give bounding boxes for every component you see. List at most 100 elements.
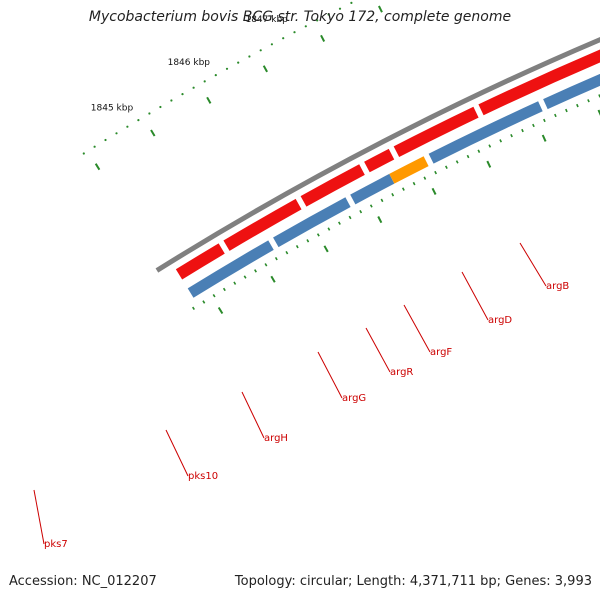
inner-tick bbox=[359, 210, 363, 214]
scale-dot bbox=[137, 119, 140, 122]
gene-label-pks7[interactable]: pks7 bbox=[44, 539, 68, 550]
gene-callout-argD bbox=[461, 271, 489, 321]
scale-dot bbox=[282, 37, 285, 40]
forward-gene-4[interactable] bbox=[364, 148, 395, 173]
inner-tick bbox=[391, 193, 395, 197]
inner-tick bbox=[316, 233, 320, 237]
inner-tick bbox=[254, 269, 257, 273]
inner-tick bbox=[327, 227, 331, 231]
inner-scale-tick bbox=[486, 160, 492, 168]
scale-tick bbox=[262, 65, 268, 73]
gene-label-argD[interactable]: argD bbox=[488, 315, 512, 326]
inner-tick bbox=[488, 144, 492, 148]
forward-gene-5[interactable] bbox=[393, 106, 479, 158]
gene-label-argB[interactable]: argB bbox=[546, 281, 569, 292]
inner-tick bbox=[401, 187, 405, 191]
inner-tick bbox=[576, 103, 579, 108]
gene-callout-argH bbox=[241, 391, 265, 439]
scale-dot bbox=[270, 43, 273, 46]
gene-label-pks10[interactable]: pks10 bbox=[188, 471, 218, 482]
forward-gene-6[interactable] bbox=[478, 49, 600, 116]
inner-scale-tick bbox=[541, 134, 547, 142]
gene-argR[interactable] bbox=[389, 156, 429, 184]
inner-tick bbox=[285, 251, 289, 255]
inner-tick bbox=[477, 149, 481, 153]
genome-title: Mycobacterium bovis BCG str. Tokyo 172, … bbox=[88, 9, 512, 25]
scale-dot bbox=[293, 31, 296, 34]
scale-label-1847-kbp: 1847 kbp bbox=[245, 15, 288, 25]
forward-gene-3[interactable] bbox=[300, 164, 365, 207]
scale-label-1846-kbp: 1846 kbp bbox=[168, 58, 211, 68]
scale-tick bbox=[206, 96, 212, 104]
inner-tick bbox=[274, 257, 278, 261]
inner-tick bbox=[543, 118, 546, 123]
gene-callout-argF bbox=[403, 304, 431, 353]
scale-dot bbox=[248, 55, 251, 58]
scale-dot bbox=[327, 13, 330, 16]
inner-tick bbox=[295, 245, 299, 249]
inner-tick bbox=[233, 281, 237, 285]
inner-tick bbox=[369, 204, 373, 208]
scale-dot bbox=[350, 1, 353, 4]
scale-tick bbox=[150, 129, 156, 137]
scale-dot bbox=[148, 112, 151, 115]
inner-tick bbox=[423, 176, 427, 180]
gene-callout-argB bbox=[519, 242, 547, 287]
inner-tick bbox=[264, 263, 268, 267]
inner-tick bbox=[434, 170, 438, 175]
inner-scale-tick bbox=[377, 216, 383, 224]
inner-tick bbox=[455, 160, 459, 164]
scale-dot bbox=[192, 86, 195, 89]
inner-tick bbox=[532, 123, 535, 128]
inner-tick bbox=[587, 99, 590, 103]
inner-tick bbox=[306, 239, 310, 243]
scale-dot bbox=[82, 152, 85, 155]
scale-dot bbox=[316, 19, 319, 22]
forward-gene-2[interactable] bbox=[223, 198, 302, 251]
gene-callout-argR bbox=[365, 327, 391, 373]
inner-tick bbox=[192, 306, 195, 311]
inner-tick bbox=[466, 154, 470, 159]
forward-gene-1[interactable] bbox=[175, 243, 225, 280]
gene-argG[interactable] bbox=[428, 101, 543, 164]
scale-dot bbox=[338, 7, 342, 10]
inner-tick bbox=[212, 293, 216, 298]
inner-tick bbox=[521, 128, 524, 133]
inner-scale-tick bbox=[217, 306, 224, 315]
scale-dot bbox=[225, 67, 229, 70]
inner-tick bbox=[510, 133, 513, 138]
gene-callout-argG bbox=[317, 351, 343, 399]
gene-label-argF[interactable]: argF bbox=[430, 347, 452, 358]
inner-tick bbox=[380, 198, 384, 203]
scale-dot bbox=[237, 61, 240, 64]
gene-argH[interactable] bbox=[543, 48, 600, 110]
scale-dot bbox=[126, 125, 129, 128]
scale-dot bbox=[170, 99, 173, 102]
inner-scale-tick bbox=[323, 245, 329, 253]
gene-label-argH[interactable]: argH bbox=[264, 433, 288, 444]
scale-label-1845-kbp: 1845 kbp bbox=[91, 103, 134, 113]
scale-dot bbox=[159, 105, 162, 109]
inner-scale-tick bbox=[431, 187, 437, 195]
gene-argB[interactable] bbox=[187, 240, 274, 298]
scale-dot bbox=[214, 74, 217, 77]
scale-dot bbox=[115, 132, 118, 135]
gene-callout-pks7 bbox=[33, 489, 45, 545]
scale-tick bbox=[94, 163, 101, 171]
gene-label-argG[interactable]: argG bbox=[342, 393, 366, 404]
scale-tick bbox=[320, 34, 326, 42]
scale-dot bbox=[93, 145, 96, 148]
inner-scale-tick bbox=[270, 275, 276, 283]
inner-tick bbox=[499, 139, 503, 143]
scale-tick bbox=[378, 5, 383, 13]
gene-label-argR[interactable]: argR bbox=[390, 367, 413, 378]
gene-callout-pks10 bbox=[165, 429, 189, 477]
gene-argF[interactable] bbox=[350, 173, 395, 205]
scale-dot bbox=[304, 25, 307, 28]
gene-argD[interactable] bbox=[273, 197, 351, 248]
scale-dot bbox=[259, 49, 262, 52]
scale-dot bbox=[104, 138, 107, 142]
inner-tick bbox=[202, 300, 206, 304]
